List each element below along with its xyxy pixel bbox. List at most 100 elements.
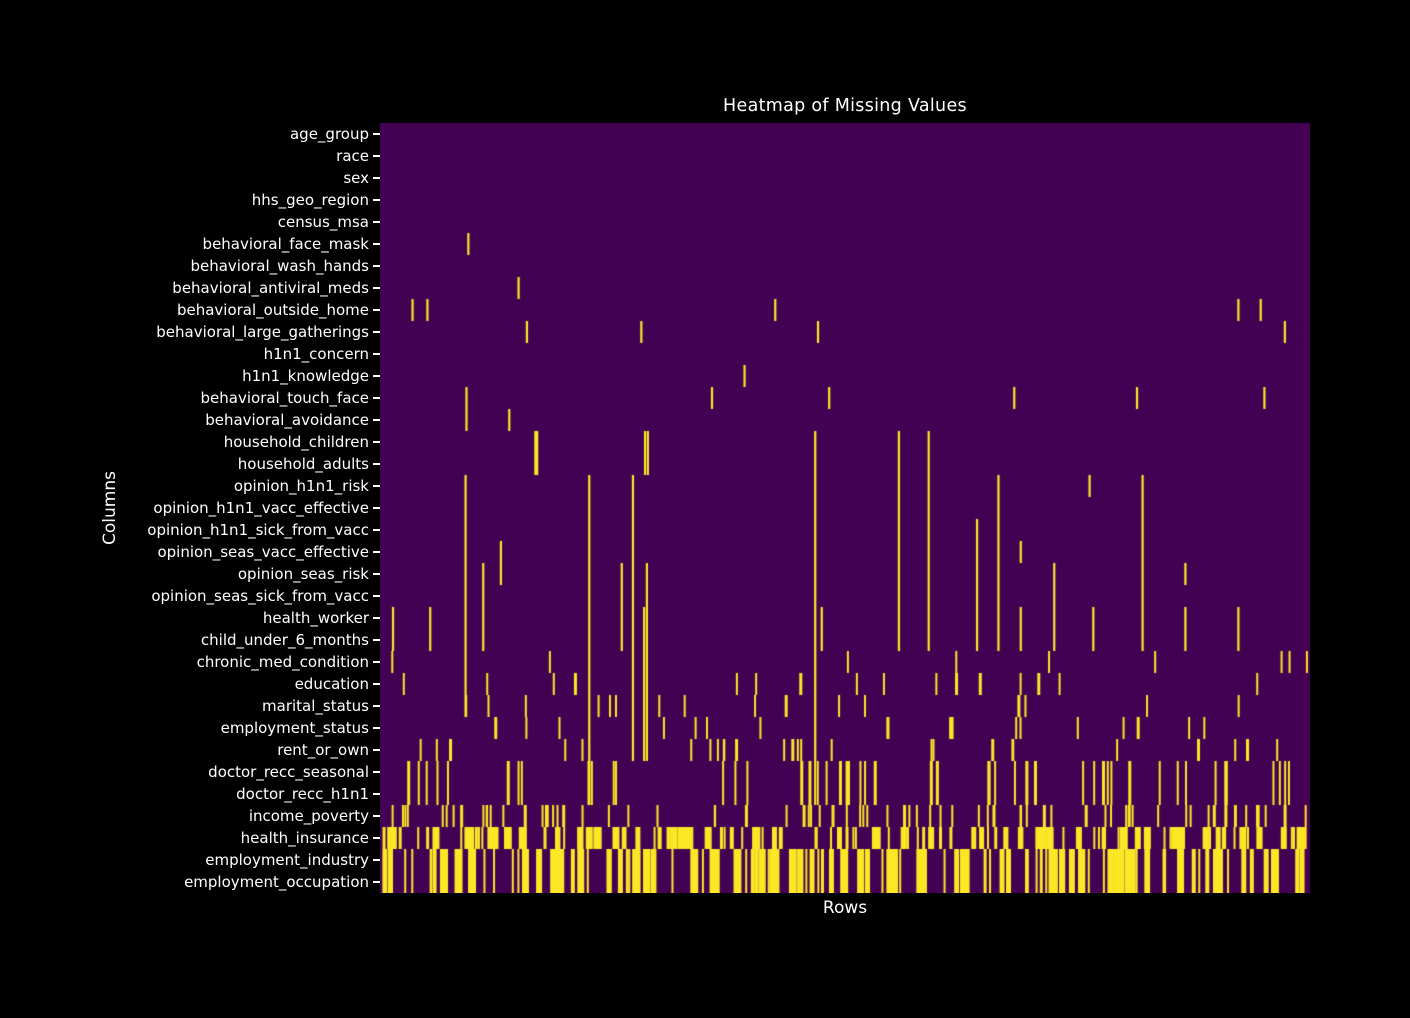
y-tick: opinion_h1n1_vacc_effective (0, 497, 380, 519)
y-tick-mark (373, 551, 380, 553)
y-tick: doctor_recc_seasonal (0, 761, 380, 783)
y-tick: education (0, 673, 380, 695)
y-tick: employment_industry (0, 849, 380, 871)
y-tick: rent_or_own (0, 739, 380, 761)
y-tick-label: household_children (223, 433, 369, 451)
y-tick-mark (373, 463, 380, 465)
y-tick-label: sex (343, 169, 369, 187)
y-tick: behavioral_outside_home (0, 299, 380, 321)
y-tick: sex (0, 167, 380, 189)
y-tick-mark (373, 881, 380, 883)
y-tick: employment_status (0, 717, 380, 739)
y-tick-mark (373, 397, 380, 399)
y-tick-mark (373, 221, 380, 223)
chart-title: Heatmap of Missing Values (723, 96, 967, 116)
y-tick: health_worker (0, 607, 380, 629)
y-tick-mark (373, 639, 380, 641)
y-tick: behavioral_antiviral_meds (0, 277, 380, 299)
y-tick-label: census_msa (277, 213, 369, 231)
y-tick-label: employment_industry (205, 851, 369, 869)
y-tick-label: health_worker (262, 609, 369, 627)
y-tick-mark (373, 419, 380, 421)
y-tick-label: doctor_recc_seasonal (208, 763, 369, 781)
y-tick-label: hhs_geo_region (251, 191, 369, 209)
y-tick: household_adults (0, 453, 380, 475)
y-tick-mark (373, 749, 380, 751)
y-tick: census_msa (0, 211, 380, 233)
y-tick-label: behavioral_face_mask (202, 235, 369, 253)
y-tick-mark (373, 265, 380, 267)
y-tick-mark (373, 331, 380, 333)
y-tick-mark (373, 705, 380, 707)
y-tick: opinion_h1n1_sick_from_vacc (0, 519, 380, 541)
y-tick: employment_occupation (0, 871, 380, 893)
y-tick-mark (373, 837, 380, 839)
y-tick: opinion_seas_sick_from_vacc (0, 585, 380, 607)
y-tick: opinion_seas_risk (0, 563, 380, 585)
y-tick-label: opinion_h1n1_vacc_effective (153, 499, 369, 517)
y-tick-mark (373, 507, 380, 509)
y-tick-label: behavioral_avoidance (205, 411, 369, 429)
y-tick-label: employment_status (220, 719, 369, 737)
y-tick-mark (373, 485, 380, 487)
y-tick: behavioral_face_mask (0, 233, 380, 255)
y-tick-mark (373, 155, 380, 157)
y-tick: race (0, 145, 380, 167)
y-tick-mark (373, 815, 380, 817)
y-tick-label: opinion_seas_sick_from_vacc (151, 587, 369, 605)
y-tick-label: behavioral_large_gatherings (156, 323, 369, 341)
y-tick-mark (373, 441, 380, 443)
y-tick-label: child_under_6_months (200, 631, 369, 649)
y-tick-mark (373, 859, 380, 861)
y-tick-label: behavioral_antiviral_meds (172, 279, 369, 297)
y-tick-mark (373, 353, 380, 355)
y-tick-mark (373, 177, 380, 179)
y-tick-label: household_adults (237, 455, 369, 473)
y-tick: hhs_geo_region (0, 189, 380, 211)
y-tick-label: h1n1_knowledge (242, 367, 369, 385)
y-tick: opinion_seas_vacc_effective (0, 541, 380, 563)
y-tick-label: behavioral_wash_hands (190, 257, 369, 275)
y-tick-label: opinion_h1n1_risk (233, 477, 369, 495)
y-tick-label: chronic_med_condition (196, 653, 369, 671)
y-tick-label: opinion_seas_vacc_effective (157, 543, 369, 561)
y-tick: health_insurance (0, 827, 380, 849)
y-tick-mark (373, 661, 380, 663)
y-tick: h1n1_knowledge (0, 365, 380, 387)
y-tick-mark (373, 771, 380, 773)
y-tick-label: doctor_recc_h1n1 (236, 785, 369, 803)
y-tick-label: opinion_seas_risk (237, 565, 369, 583)
y-tick: household_children (0, 431, 380, 453)
y-tick: behavioral_wash_hands (0, 255, 380, 277)
y-tick: behavioral_large_gatherings (0, 321, 380, 343)
y-tick-mark (373, 243, 380, 245)
y-tick-mark (373, 375, 380, 377)
y-tick-label: income_poverty (248, 807, 369, 825)
y-tick: opinion_h1n1_risk (0, 475, 380, 497)
y-tick: chronic_med_condition (0, 651, 380, 673)
y-tick-label: marital_status (262, 697, 369, 715)
y-tick-label: race (336, 147, 369, 165)
y-tick: behavioral_touch_face (0, 387, 380, 409)
y-tick-label: behavioral_outside_home (176, 301, 369, 319)
y-tick: marital_status (0, 695, 380, 717)
y-tick-mark (373, 617, 380, 619)
y-tick: income_poverty (0, 805, 380, 827)
y-tick-mark (373, 793, 380, 795)
y-tick-label: h1n1_concern (263, 345, 369, 363)
y-tick-label: employment_occupation (184, 873, 369, 891)
y-tick-label: behavioral_touch_face (200, 389, 369, 407)
y-tick: behavioral_avoidance (0, 409, 380, 431)
y-tick-mark (373, 595, 380, 597)
y-tick: h1n1_concern (0, 343, 380, 365)
y-tick-label: age_group (289, 125, 369, 143)
y-tick: child_under_6_months (0, 629, 380, 651)
y-tick-label: education (294, 675, 369, 693)
y-tick-label: opinion_h1n1_sick_from_vacc (147, 521, 369, 539)
y-tick-mark (373, 309, 380, 311)
y-tick-mark (373, 683, 380, 685)
y-tick-mark (373, 133, 380, 135)
y-tick-label: health_insurance (240, 829, 369, 847)
heatmap-canvas (380, 123, 1310, 893)
